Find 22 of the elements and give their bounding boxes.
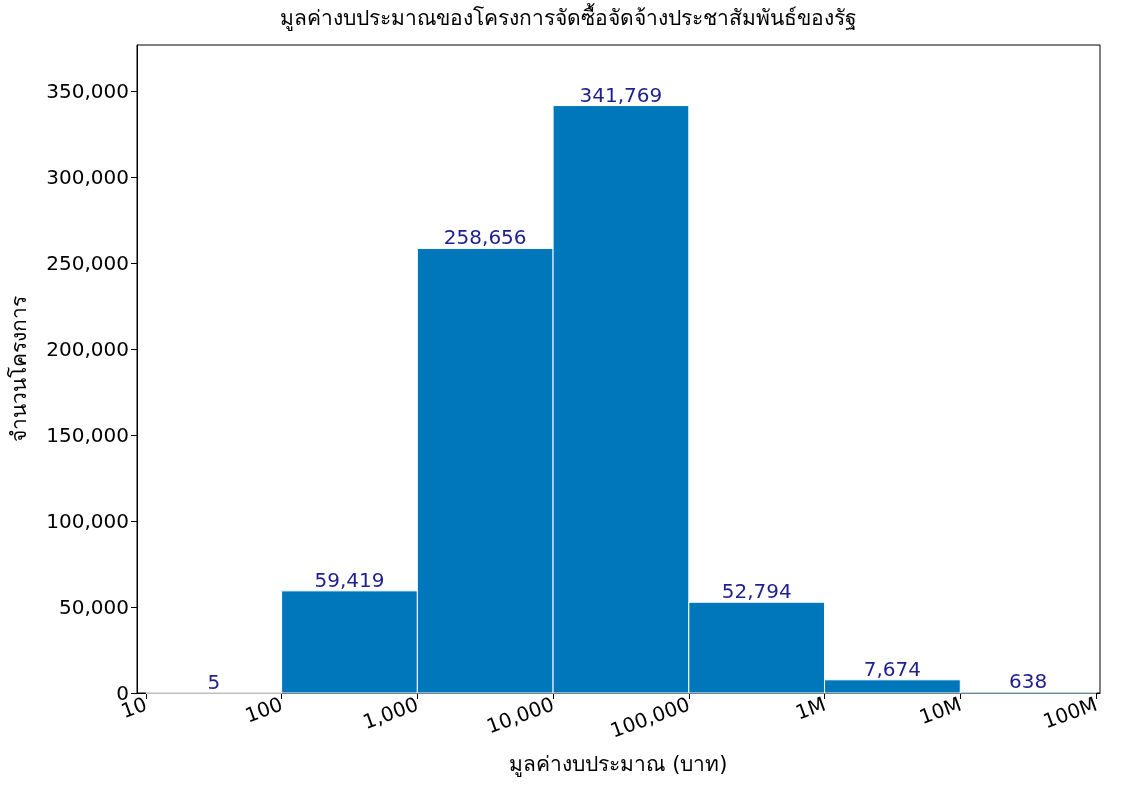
y-tick-label: 100,000 <box>46 509 129 534</box>
x-tick-label: 1M <box>792 691 829 725</box>
y-axis-title: จำนวนโครงการ <box>6 296 31 442</box>
y-tick-label: 250,000 <box>46 251 129 276</box>
y-tick-label: 50,000 <box>59 595 129 620</box>
data-label: 258,656 <box>443 225 527 250</box>
x-tick-label: 1,000 <box>359 691 422 734</box>
y-tick-label: 200,000 <box>46 337 129 362</box>
x-tick-label: 10M <box>916 691 965 729</box>
x-tick-label: 100M <box>1039 691 1101 734</box>
y-tick-label: 150,000 <box>46 423 129 448</box>
x-axis-title: มูลค่างบประมาณ (บาท) <box>509 751 728 777</box>
y-tick-label: 300,000 <box>46 165 129 190</box>
data-label: 638 <box>1009 668 1048 693</box>
x-tick-label: 100 <box>241 691 286 728</box>
data-label: 5 <box>207 669 221 694</box>
data-label: 341,769 <box>579 82 663 107</box>
data-label: 7,674 <box>863 656 922 681</box>
data-label: 52,794 <box>721 579 792 604</box>
y-tick-label: 350,000 <box>46 79 129 104</box>
chart-title: มูลค่างบประมาณของโครงการจัดซื้อจัดจ้างประชาสัมพันธ์ของรัฐ <box>279 2 857 31</box>
data-label: 59,419 <box>314 567 385 592</box>
